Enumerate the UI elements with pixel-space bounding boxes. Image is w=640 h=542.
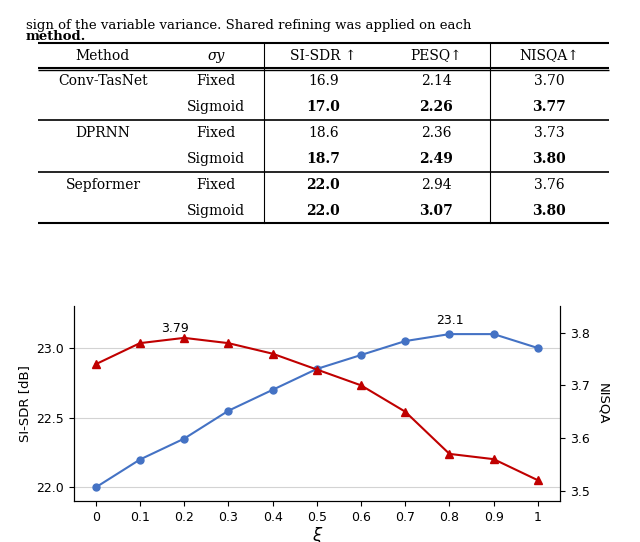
X-axis label: ξ: ξ xyxy=(312,527,321,542)
Y-axis label: SI-SDR [dB]: SI-SDR [dB] xyxy=(17,365,31,442)
Y-axis label: NISQA: NISQA xyxy=(596,383,609,424)
Text: 3.79: 3.79 xyxy=(161,322,189,335)
Text: 23.1: 23.1 xyxy=(436,314,463,327)
Text: method.: method. xyxy=(26,30,86,43)
Text: sign of the variable variance. Shared refining was applied on each: sign of the variable variance. Shared re… xyxy=(26,19,471,32)
